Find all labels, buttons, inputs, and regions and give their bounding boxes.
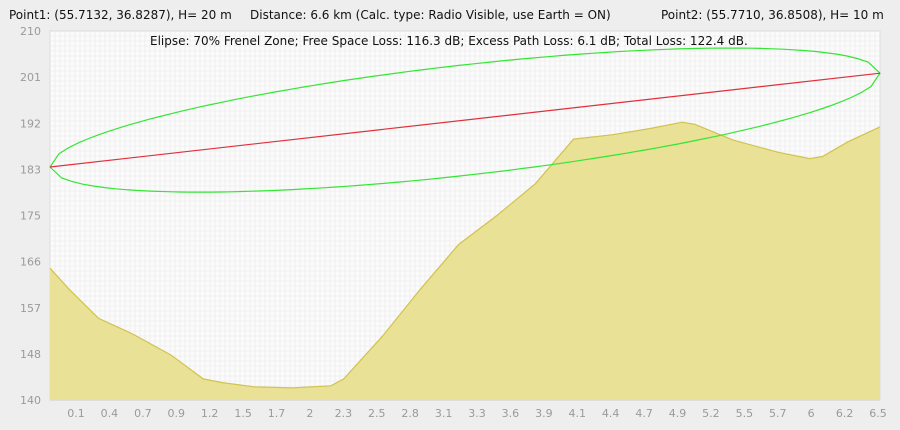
y-tick-label: 175 — [20, 210, 41, 223]
y-axis-ticks: 210 201 192 183 175 166 157 148 140 — [20, 25, 41, 407]
x-axis-ticks: 0.1 0.4 0.7 0.9 1.2 1.5 1.7 2 2.3 2.5 2.8 3.1 3.3 3.6… — [67, 407, 887, 420]
x-tick-label: 2.3 — [335, 407, 353, 420]
loss-summary: Elipse: 70% Frenel Zone; Free Space Loss… — [150, 34, 748, 48]
header-bar: Point1: (55.7132, 36.8287), H= 20 m Dist… — [0, 0, 900, 26]
x-tick-label: 3.6 — [502, 407, 520, 420]
point1-label: Point1: (55.7132, 36.8287), H= 20 m — [9, 8, 232, 22]
x-tick-label: 3.3 — [468, 407, 486, 420]
x-tick-label: 6.2 — [836, 407, 854, 420]
y-tick-label: 140 — [20, 394, 41, 407]
x-tick-label: 4.4 — [602, 407, 620, 420]
terrain-area — [50, 122, 880, 400]
x-tick-label: 4.1 — [569, 407, 587, 420]
x-tick-label: 1.5 — [234, 407, 252, 420]
y-tick-label: 183 — [20, 163, 41, 176]
y-tick-label: 157 — [20, 302, 41, 315]
x-tick-label: 3.9 — [535, 407, 553, 420]
profile-chart[interactable]: 210 201 192 183 175 166 157 148 140 0.1 0.4 0.7 0.9… — [0, 25, 900, 430]
x-tick-label: 5.7 — [769, 407, 787, 420]
profile-chart-svg[interactable]: 210 201 192 183 175 166 157 148 140 0.1 0.4 0.7 0.9… — [0, 25, 900, 430]
x-tick-label: 0.7 — [134, 407, 152, 420]
x-tick-label: 4.9 — [669, 407, 687, 420]
x-tick-label: 0.4 — [101, 407, 119, 420]
x-tick-label: 3.1 — [435, 407, 453, 420]
x-tick-label: 5.2 — [702, 407, 720, 420]
point2-label: Point2: (55.7710, 36.8508), H= 10 m — [661, 8, 884, 22]
x-tick-label: 6.5 — [869, 407, 887, 420]
y-tick-label: 148 — [20, 348, 41, 361]
x-tick-label: 1.7 — [268, 407, 286, 420]
x-tick-label: 5.5 — [736, 407, 754, 420]
line-of-sight — [49, 72, 881, 168]
terrain-line — [49, 121, 881, 389]
x-tick-label: 0.1 — [67, 407, 85, 420]
x-tick-label: 1.2 — [201, 407, 219, 420]
y-tick-label: 166 — [20, 256, 41, 269]
y-tick-label: 210 — [20, 26, 41, 38]
x-tick-label: 0.9 — [168, 407, 186, 420]
x-tick-label: 2.5 — [368, 407, 386, 420]
x-tick-label: 2.8 — [401, 407, 419, 420]
x-tick-label: 2 — [306, 407, 313, 420]
y-tick-label: 192 — [20, 117, 41, 130]
x-tick-label: 4.7 — [635, 407, 653, 420]
distance-label: Distance: 6.6 km (Calc. type: Radio Visi… — [250, 8, 611, 22]
y-tick-label: 201 — [20, 71, 41, 84]
x-tick-label: 6 — [808, 407, 815, 420]
